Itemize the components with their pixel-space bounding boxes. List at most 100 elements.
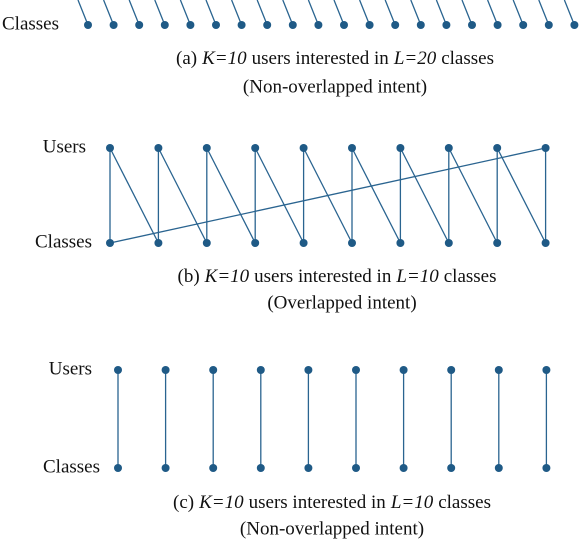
edge <box>461 0 473 26</box>
node <box>570 21 579 29</box>
node <box>442 21 451 29</box>
edge <box>384 0 396 26</box>
edge <box>157 147 208 244</box>
edge <box>282 0 294 26</box>
label-classes: Classes <box>2 13 59 34</box>
node <box>391 21 400 29</box>
node <box>348 239 356 247</box>
edge <box>102 0 115 26</box>
edge <box>358 0 371 26</box>
node <box>109 21 118 29</box>
edge <box>333 0 345 26</box>
node <box>493 21 502 29</box>
node <box>352 366 360 374</box>
node <box>399 464 408 472</box>
edge <box>410 0 422 26</box>
edge <box>256 0 268 26</box>
label-users: Users <box>49 358 92 379</box>
edge <box>254 147 305 244</box>
node <box>161 366 170 374</box>
caption-note: (Non-overlapped intent) <box>240 518 424 539</box>
edge <box>307 0 320 26</box>
node <box>396 144 405 152</box>
edge <box>512 0 524 26</box>
caption-note: (Non-overlapped intent) <box>243 76 427 97</box>
node <box>288 21 297 29</box>
edge <box>206 147 256 244</box>
node <box>84 21 92 29</box>
edge <box>128 0 140 26</box>
node <box>209 366 218 374</box>
edge <box>230 0 243 26</box>
node <box>256 464 265 472</box>
edge <box>205 0 217 26</box>
edge <box>399 147 450 244</box>
node <box>299 144 308 152</box>
label-users: Users <box>43 136 86 157</box>
node <box>542 464 551 472</box>
caption: (b) K=10 users interested in L=10 classes <box>178 266 497 287</box>
node <box>444 144 453 152</box>
node <box>494 464 503 472</box>
node <box>251 239 260 247</box>
edge <box>563 0 576 26</box>
node <box>544 21 553 29</box>
node <box>251 144 260 152</box>
node <box>135 21 144 29</box>
node <box>519 21 528 29</box>
node <box>160 21 169 29</box>
label-classes: Classes <box>35 231 92 252</box>
node <box>494 366 503 374</box>
node <box>541 144 550 152</box>
caption: (c) K=10 users interested in L=10 classes <box>173 492 491 513</box>
edge <box>496 147 547 244</box>
node <box>396 239 405 247</box>
edge <box>538 0 550 26</box>
edge <box>109 147 159 244</box>
edges <box>77 0 576 468</box>
node <box>352 464 360 472</box>
caption-note: (Overlapped intent) <box>267 292 416 313</box>
node <box>154 239 163 247</box>
node <box>365 21 374 29</box>
node <box>541 239 550 247</box>
node <box>212 21 220 29</box>
node <box>106 144 114 152</box>
node <box>304 366 313 374</box>
node <box>493 239 502 247</box>
node <box>263 21 272 29</box>
node <box>114 464 122 472</box>
node <box>542 366 551 374</box>
edge <box>109 147 546 244</box>
node <box>348 144 356 152</box>
node <box>444 239 453 247</box>
edge <box>351 147 401 244</box>
node <box>202 144 211 152</box>
node <box>299 239 308 247</box>
node <box>256 366 265 374</box>
node <box>447 366 456 374</box>
node <box>106 239 114 247</box>
node <box>161 464 170 472</box>
node <box>314 21 323 29</box>
node <box>154 144 163 152</box>
node <box>468 21 476 29</box>
node <box>209 464 218 472</box>
edge <box>435 0 448 26</box>
edge <box>486 0 499 26</box>
label-classes: Classes <box>43 456 100 477</box>
node <box>493 144 502 152</box>
node <box>340 21 348 29</box>
node <box>416 21 425 29</box>
node <box>114 366 122 374</box>
node <box>399 366 408 374</box>
nodes <box>84 21 579 472</box>
node <box>447 464 456 472</box>
node <box>304 464 313 472</box>
edge <box>448 147 498 244</box>
edge <box>179 0 192 26</box>
caption: (a) K=10 users interested in L=20 classes <box>176 48 494 69</box>
node <box>202 239 211 247</box>
edge <box>77 0 89 26</box>
